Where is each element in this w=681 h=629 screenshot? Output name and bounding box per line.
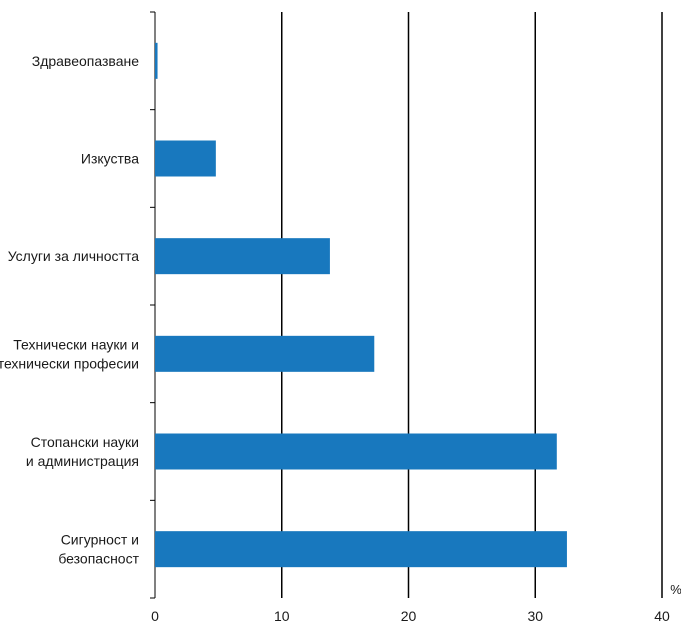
bars: [155, 42, 567, 568]
category-label-4: Стопански науки и администрация: [26, 434, 139, 469]
bar-2: [155, 238, 330, 275]
category-label-0: Здравеопазване: [32, 53, 139, 69]
bar-3: [155, 335, 375, 372]
y-axis: [150, 11, 156, 599]
bar-4: [155, 433, 557, 470]
x-tick-label-30: 30: [527, 608, 543, 624]
category-label-3: Технически науки и технически професии: [0, 336, 139, 371]
x-tick-labels: 0 10 20 30 40: [151, 608, 670, 624]
bar-0: [155, 42, 158, 79]
category-label-5: Сигурност и безопасност: [58, 532, 139, 567]
grid-lines: [281, 12, 663, 598]
x-axis-unit-label: %: [670, 582, 681, 597]
category-label-1: Изкуства: [81, 151, 139, 167]
x-tick-label-20: 20: [401, 608, 417, 624]
bar-5: [155, 531, 567, 568]
x-tick-label-40: 40: [654, 608, 670, 624]
x-tick-label-0: 0: [151, 608, 159, 624]
x-tick-label-10: 10: [274, 608, 290, 624]
bar-1: [155, 140, 216, 177]
category-label-2: Услуги за личността: [8, 248, 140, 264]
category-labels: Здравеопазване Изкуства Услуги за личностт…: [0, 53, 140, 567]
